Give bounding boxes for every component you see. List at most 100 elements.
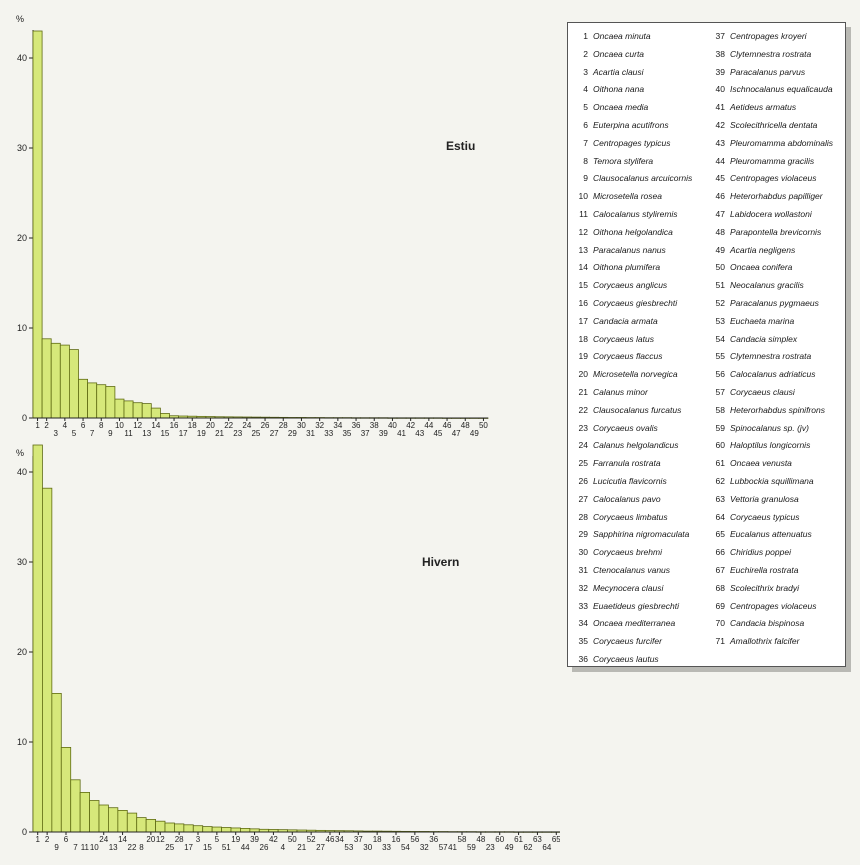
legend-item: 57 Corycaeus clausi <box>713 384 843 402</box>
x-tick-label: 4 <box>281 843 286 852</box>
x-tick-label: 22 <box>224 421 233 430</box>
legend-item-name: Parapontella brevicornis <box>730 226 822 237</box>
x-tick-label: 46 <box>326 835 335 844</box>
legend-item-name: Corycaeus flaccus <box>593 351 663 362</box>
bar <box>96 384 107 419</box>
legend-item-number: 49 <box>715 244 725 255</box>
x-tick-label: 5 <box>72 429 77 438</box>
x-tick-label: 6 <box>64 835 69 844</box>
legend-item-name: Euchaeta marina <box>730 315 795 326</box>
legend-item-name: Calanus minor <box>593 386 648 397</box>
y-tick-label: 40 <box>17 53 27 63</box>
legend-item-number: 63 <box>715 493 725 504</box>
x-tick-label: 60 <box>495 835 504 844</box>
legend-item-number: 60 <box>715 440 725 451</box>
legend-item: 21 Calanus minor <box>576 384 711 402</box>
x-tick-label: 15 <box>160 429 169 438</box>
legend-item-name: Heterorhabdus spinifrons <box>730 404 825 415</box>
bar <box>32 444 43 833</box>
legend-item: 11 Calocalanus styliremis <box>576 206 711 224</box>
y-tick-label: 10 <box>17 323 27 333</box>
x-tick-label: 29 <box>288 429 297 438</box>
legend-item: 51 Neocalanus gracilis <box>713 277 843 295</box>
legend-item-name: Microsetella rosea <box>593 191 662 202</box>
x-tick-label: 10 <box>90 843 99 852</box>
legend-item-name: Corycaeus clausi <box>730 386 795 397</box>
x-tick-label: 59 <box>467 843 476 852</box>
legend-item: 32 Mecynocera clausi <box>576 580 711 598</box>
legend-item-name: Aetideus armatus <box>730 102 797 113</box>
legend-item-number: 6 <box>583 119 588 130</box>
x-tick-label: 33 <box>382 843 391 852</box>
x-tick-label: 9 <box>54 843 59 852</box>
bar <box>126 812 138 833</box>
x-tick-label: 49 <box>505 843 514 852</box>
x-tick-label: 50 <box>288 835 297 844</box>
legend-item-name: Corycaeus ovalis <box>593 422 658 433</box>
legend-item-name: Clausocalanus furcatus <box>593 404 682 415</box>
legend-item-name: Corycaeus lautus <box>593 653 659 664</box>
y-tick-label: 0 <box>22 827 27 837</box>
x-tick-label: 3 <box>196 835 201 844</box>
legend-item-name: Oncaea venusta <box>730 458 792 469</box>
legend-item-name: Ischnocalanus equalicauda <box>730 84 833 95</box>
x-tick-label: 30 <box>297 421 306 430</box>
legend-item-name: Acartia negligens <box>730 244 796 255</box>
legend-item: 35 Corycaeus furcifer <box>576 633 711 651</box>
legend-item-name: Calocalanus styliremis <box>593 208 678 219</box>
legend-item-name: Scolecithrix bradyi <box>730 582 799 593</box>
bar <box>32 30 43 419</box>
x-tick-label: 42 <box>406 421 415 430</box>
legend-item: 17 Candacia armata <box>576 313 711 331</box>
y-tick-label: 0 <box>22 413 27 423</box>
legend-item: 36 Corycaeus lautus <box>576 651 711 669</box>
bar <box>192 825 204 833</box>
bar <box>174 823 185 833</box>
x-tick-label: 23 <box>233 429 242 438</box>
legend-item-number: 4 <box>583 84 588 95</box>
legend-item: 55 Clytemnestra rostrata <box>713 348 843 366</box>
bar <box>145 819 156 833</box>
x-tick-label: 4 <box>63 421 68 430</box>
legend-item-name: Corycaeus typicus <box>730 511 800 522</box>
legend-item-number: 43 <box>715 137 725 148</box>
x-tick-label: 36 <box>429 835 438 844</box>
legend-item: 49 Acartia negligens <box>713 242 843 260</box>
legend-item-number: 17 <box>578 315 588 326</box>
x-tick-label: 49 <box>470 429 479 438</box>
legend-item-name: Centropages kroyeri <box>730 31 807 41</box>
chart-title: Hivern <box>422 555 459 569</box>
bar <box>60 747 72 833</box>
legend-item-name: Paracalanus nanus <box>593 244 666 255</box>
legend-item-number: 71 <box>715 636 725 647</box>
legend-item: 30 Corycaeus brehmi <box>576 544 711 562</box>
x-tick-label: 35 <box>342 429 351 438</box>
x-tick-label: 39 <box>379 429 388 438</box>
y-tick-label: 20 <box>17 647 27 657</box>
legend-item-number: 23 <box>578 422 588 433</box>
x-tick-label: 6 <box>81 421 86 430</box>
x-tick-label: 37 <box>354 835 363 844</box>
x-tick-label: 27 <box>270 429 279 438</box>
x-tick-label: 32 <box>420 843 429 852</box>
legend-item: 41 Aetideus armatus <box>713 99 843 117</box>
legend-item: 64 Corycaeus typicus <box>713 509 843 527</box>
legend-item-name: Haloptilus longicornis <box>730 440 811 451</box>
legend-item-number: 39 <box>715 66 725 77</box>
legend-item-name: Paracalanus parvus <box>730 66 806 77</box>
legend-item: 24 Calanus helgolandicus <box>576 437 711 455</box>
legend-item: 3 Acartia clausi <box>576 64 711 82</box>
legend-item: 48 Parapontella brevicornis <box>713 224 843 242</box>
legend-item-number: 45 <box>715 173 725 184</box>
x-tick-label: 7 <box>73 843 78 852</box>
x-tick-label: 44 <box>241 843 250 852</box>
legend-item: 7 Centropages typicus <box>576 135 711 153</box>
legend-item: 42 Scolecithricella dentata <box>713 117 843 135</box>
legend-item: 28 Corycaeus limbatus <box>576 509 711 527</box>
legend-item-number: 47 <box>715 208 725 219</box>
legend-item: 9 Clausocalanus arcuicornis <box>576 170 711 188</box>
species-legend: 1 Oncaea minuta 2 Oncaea curta 3 Acartia clau… <box>567 22 846 667</box>
legend-item-number: 62 <box>715 475 725 486</box>
legend-item-name: Labidocera wollastoni <box>730 208 812 219</box>
legend-item-number: 1 <box>583 31 588 41</box>
